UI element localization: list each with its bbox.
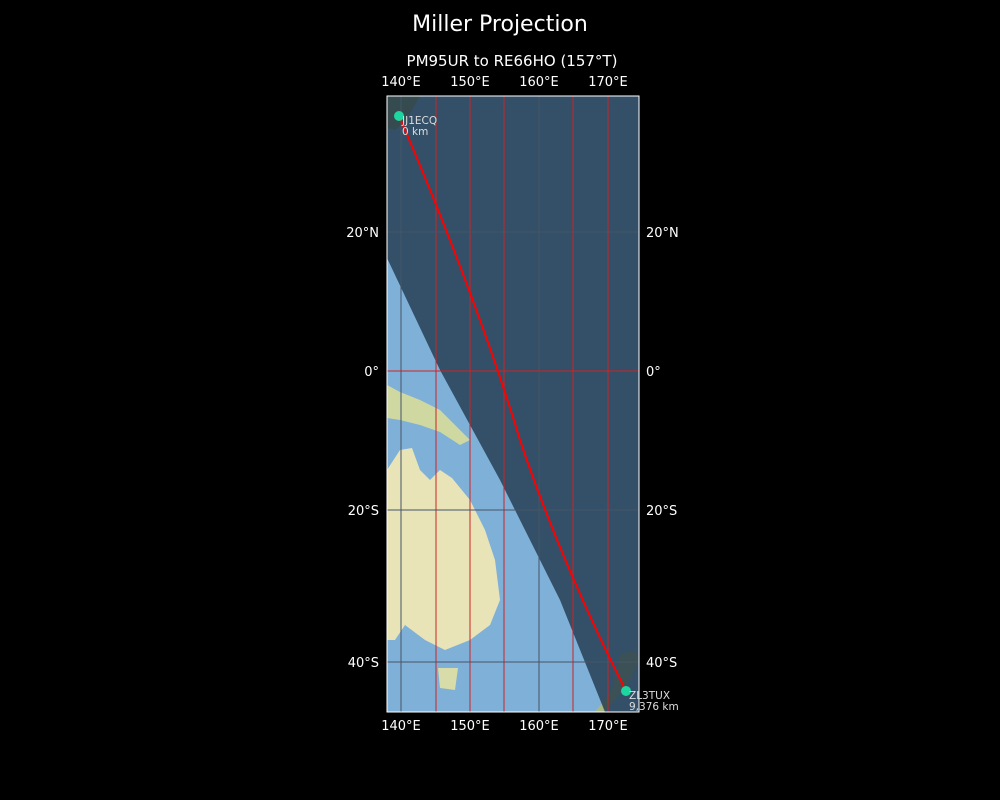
station-distance-origin: 0 km xyxy=(402,126,428,138)
night-shading xyxy=(387,96,639,712)
lon-tick-label-top: 150°E xyxy=(450,75,490,90)
lat-tick-label-left: 20°S xyxy=(348,504,379,519)
station-call-origin: JJ1ECQ xyxy=(401,115,437,127)
station-distance-destination: 9,376 km xyxy=(629,701,679,713)
lat-tick-label-right: 20°S xyxy=(646,504,677,519)
map-title: Miller Projection xyxy=(412,12,588,37)
lon-tick-label-top: 170°E xyxy=(588,75,628,90)
lat-tick-label-left: 40°S xyxy=(348,656,379,671)
station-call-destination: ZL3TUX xyxy=(629,690,670,702)
great-circle-path xyxy=(398,115,627,692)
station-marker-destination[interactable] xyxy=(621,686,631,696)
lon-tick-label-bottom: 170°E xyxy=(588,719,628,734)
station-marker-origin[interactable] xyxy=(394,111,404,121)
land-new-guinea xyxy=(387,385,470,445)
lat-tick-label-right: 20°N xyxy=(646,226,679,241)
lon-tick-label-bottom: 150°E xyxy=(450,719,490,734)
map-frame xyxy=(386,95,640,713)
lon-tick-label-top: 160°E xyxy=(519,75,559,90)
land-tasmania xyxy=(438,668,458,690)
land-australia xyxy=(387,448,500,650)
lat-tick-label-left: 0° xyxy=(364,365,379,380)
lat-tick-label-right: 40°S xyxy=(646,656,677,671)
lat-tick-label-right: 0° xyxy=(646,365,661,380)
lon-tick-label-bottom: 140°E xyxy=(381,719,421,734)
lat-tick-label-left: 20°N xyxy=(346,226,379,241)
lon-tick-label-top: 140°E xyxy=(381,75,421,90)
map-subtitle: PM95UR to RE66HO (157°T) xyxy=(406,52,618,70)
lon-tick-label-bottom: 160°E xyxy=(519,719,559,734)
